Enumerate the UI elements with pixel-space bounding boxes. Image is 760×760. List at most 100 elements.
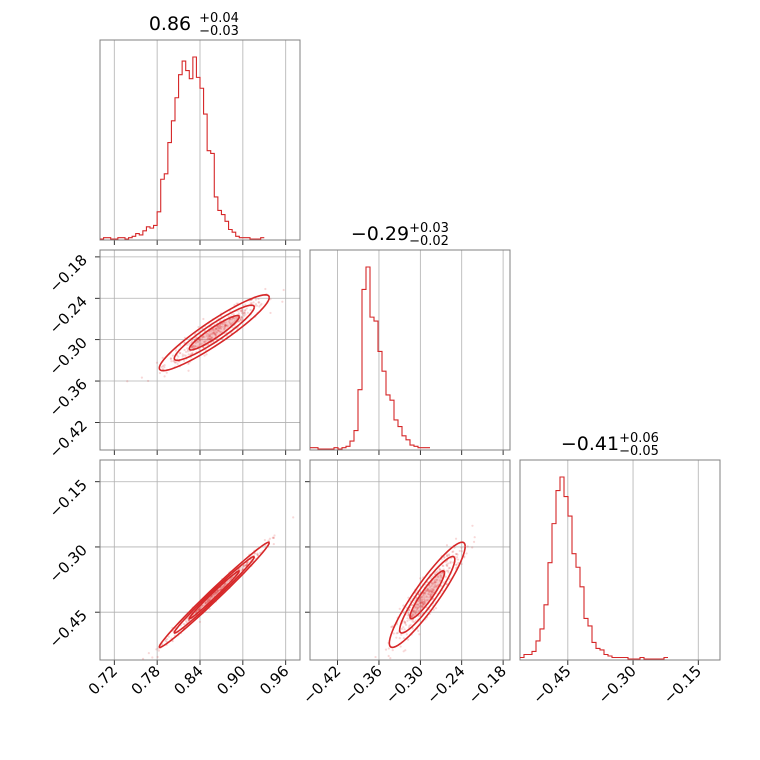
contour-level-0: [188, 570, 241, 620]
scatter-point: [426, 588, 429, 591]
scatter-point: [228, 321, 232, 325]
scatter-point: [429, 589, 432, 593]
scatter-point: [158, 371, 162, 375]
scatter-point: [256, 553, 259, 557]
scatter-point: [451, 550, 454, 554]
scatter-point: [445, 554, 449, 558]
x-tick-label-1: −0.36: [341, 662, 386, 707]
scatter-point: [215, 591, 218, 594]
scatter-point: [219, 325, 223, 328]
param-title-plus-2: +0.06: [619, 431, 659, 446]
scatter-point: [208, 337, 211, 340]
scatter-point: [445, 583, 448, 586]
scatter-point: [420, 605, 423, 608]
scatter-point: [214, 591, 218, 594]
scatter-point: [182, 622, 185, 625]
scatter-point: [448, 566, 451, 570]
scatter-point: [425, 589, 428, 592]
scatter-point: [213, 332, 216, 336]
scatter-point: [438, 567, 441, 570]
scatter-point: [424, 590, 428, 593]
scatter-point: [203, 354, 206, 357]
scatter-point: [239, 316, 243, 319]
scatter-point: [163, 375, 166, 378]
scatter-point: [187, 353, 190, 356]
scatter-point: [454, 552, 458, 556]
scatter-point: [202, 340, 206, 343]
scatter-point: [146, 379, 150, 383]
scatter-point: [417, 603, 420, 606]
scatter-point: [140, 376, 144, 379]
scatter-point: [417, 629, 420, 632]
scatter-point: [214, 328, 217, 331]
scatter-point: [206, 343, 209, 347]
scatter-point: [433, 585, 436, 588]
scatter-point: [399, 645, 402, 648]
scatter-point: [420, 600, 423, 603]
scatter-point: [414, 611, 417, 615]
scatter-point: [447, 571, 450, 574]
scatter-point: [427, 592, 430, 596]
scatter-point: [400, 633, 403, 636]
scatter-point: [433, 581, 437, 584]
scatter-point: [242, 564, 245, 567]
scatter-point: [418, 633, 421, 636]
scatter-point: [204, 602, 207, 606]
scatter-point: [163, 364, 166, 367]
scatter-point: [258, 301, 261, 304]
scatter-point: [434, 583, 437, 587]
scatter-point: [384, 648, 388, 651]
scatter-point: [252, 301, 255, 304]
scatter-point: [231, 326, 234, 329]
scatter-point: [218, 588, 222, 591]
scatter-point: [428, 586, 432, 589]
scatter-point: [244, 563, 247, 567]
scatter-point: [201, 336, 204, 339]
scatter-point: [433, 580, 436, 583]
scatter-point: [225, 582, 228, 585]
scatter-point: [223, 325, 226, 328]
scatter-point: [446, 554, 449, 557]
scatter-point: [207, 598, 211, 602]
x-tick-label-1: −0.42: [299, 662, 344, 707]
scatter-point: [227, 315, 230, 318]
contour-level-0: [409, 570, 446, 620]
scatter-point: [448, 578, 451, 581]
scatter-point: [424, 592, 427, 595]
scatter-point: [445, 583, 448, 586]
scatter-point: [455, 563, 458, 566]
scatter-point: [426, 587, 429, 590]
scatter-point: [456, 558, 460, 561]
scatter-point: [242, 313, 245, 316]
scatter-point: [197, 608, 200, 612]
scatter-point: [442, 564, 445, 568]
scatter-point: [407, 612, 410, 615]
scatter-point: [429, 593, 432, 597]
scatter-point: [126, 380, 129, 383]
contour-level-2: [158, 541, 271, 649]
param-title-2: −0.41: [561, 433, 619, 455]
scatter-point: [414, 606, 417, 609]
scatter-point: [226, 324, 229, 327]
scatter-point: [187, 619, 190, 622]
scatter-point: [432, 608, 435, 611]
x-tick-label-2: −0.30: [595, 662, 640, 707]
scatter-point: [447, 569, 450, 572]
scatter-point: [220, 586, 223, 589]
scatter-point: [141, 657, 145, 660]
param-title-plus-1: +0.03: [409, 221, 449, 236]
scatter-point: [445, 569, 448, 572]
scatter-point: [212, 331, 216, 334]
scatter-point: [202, 604, 205, 607]
scatter-point: [240, 566, 243, 569]
scatter-point: [216, 591, 219, 594]
scatter-point: [183, 354, 186, 357]
scatter-point: [256, 552, 259, 555]
scatter-point: [192, 344, 195, 347]
x-tick-label-1: −0.24: [423, 662, 468, 707]
scatter-point: [445, 564, 448, 567]
scatter-point: [240, 309, 243, 312]
scatter-point: [448, 553, 451, 556]
scatter-point: [219, 325, 222, 328]
scatter-point: [246, 311, 249, 314]
